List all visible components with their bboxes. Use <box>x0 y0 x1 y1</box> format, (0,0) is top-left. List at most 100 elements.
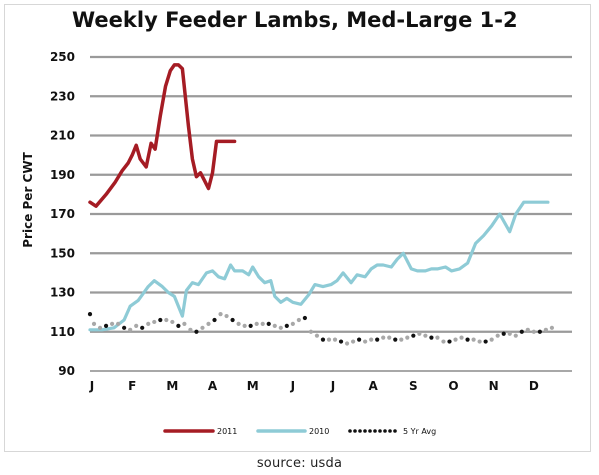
avg-point <box>188 327 193 332</box>
avg-point <box>308 329 314 334</box>
avg-point <box>519 329 524 334</box>
x-tick-label: D <box>529 379 539 393</box>
avg-point <box>344 341 350 346</box>
legend-swatch-dot <box>368 429 372 433</box>
x-tick-label: F <box>128 379 136 393</box>
chart-legend: 2011 2010 5 Yr Avg <box>163 427 436 436</box>
avg-point <box>272 323 277 328</box>
y-tick-label: 110 <box>50 325 75 339</box>
avg-point <box>260 321 265 326</box>
avg-point <box>507 331 512 336</box>
y-tick-label: 170 <box>50 207 75 221</box>
avg-point <box>248 323 253 328</box>
x-tick-label: N <box>489 379 499 393</box>
y-tick-label: 90 <box>58 364 75 378</box>
avg-point <box>543 327 548 332</box>
y-tick-label: 210 <box>50 129 75 143</box>
x-tick-label: J <box>89 379 94 393</box>
avg-point <box>531 329 536 334</box>
x-tick-label: S <box>409 379 418 393</box>
avg-point <box>429 335 434 340</box>
y-tick-label: 150 <box>50 246 75 260</box>
avg-point <box>194 329 199 334</box>
avg-point <box>447 339 452 344</box>
avg-point <box>320 337 326 342</box>
x-tick-label: J <box>290 379 295 393</box>
series-line-2010 <box>88 200 550 332</box>
avg-point <box>393 337 398 342</box>
x-tick-label: M <box>166 379 178 393</box>
avg-point <box>140 325 145 330</box>
avg-point <box>109 321 115 326</box>
y-tick-label: 230 <box>50 89 75 103</box>
legend-swatch-dot <box>363 429 367 433</box>
avg-point <box>116 321 121 326</box>
avg-point <box>332 337 338 342</box>
avg-point <box>266 321 271 326</box>
avg-point <box>254 321 259 326</box>
legend-swatch-dot <box>378 429 382 433</box>
avg-point <box>417 331 422 336</box>
avg-point <box>471 337 476 342</box>
avg-point <box>537 329 542 334</box>
avg-point <box>435 335 440 340</box>
avg-point <box>338 339 344 344</box>
x-tick-label: O <box>448 379 458 393</box>
avg-point <box>134 323 139 328</box>
avg-point <box>405 335 410 340</box>
source-caption: source: usda <box>256 456 343 471</box>
avg-point <box>453 337 458 342</box>
avg-point <box>158 317 163 323</box>
avg-point <box>375 337 380 342</box>
avg-point <box>230 317 235 323</box>
avg-point <box>200 325 205 330</box>
x-tick-label: A <box>208 379 218 393</box>
avg-point <box>122 325 127 330</box>
avg-point <box>411 333 416 338</box>
avg-point <box>242 323 247 328</box>
avg-point <box>525 327 530 332</box>
legend-swatch-dot <box>348 429 352 433</box>
legend-swatch-dot <box>383 429 387 433</box>
avg-point <box>495 333 500 338</box>
y-axis-label: Price Per CWT <box>21 151 35 247</box>
legend-swatch-dot <box>388 429 392 433</box>
avg-point <box>290 321 295 326</box>
chart-title: Weekly Feeder Lambs, Med-Large 1-2 <box>72 8 518 32</box>
avg-point <box>236 321 241 326</box>
avg-point <box>350 339 356 344</box>
avg-point <box>97 325 103 330</box>
legend-swatch-dot <box>358 429 362 433</box>
y-axis-ticks: 90 110 130 150 170 190 210 230 250 <box>50 50 75 378</box>
legend-label: 5 Yr Avg <box>403 427 436 436</box>
avg-point <box>284 323 289 328</box>
avg-point <box>314 333 320 338</box>
avg-point <box>459 335 464 340</box>
chart-grid <box>90 55 572 372</box>
y-tick-label: 250 <box>50 50 75 64</box>
avg-point <box>224 313 229 319</box>
avg-point <box>182 321 187 326</box>
avg-point <box>91 321 97 326</box>
legend-swatch-dot <box>393 429 397 433</box>
avg-point <box>501 331 506 336</box>
avg-point <box>483 339 488 344</box>
y-tick-label: 190 <box>50 168 75 182</box>
chart-series <box>87 63 555 346</box>
avg-point <box>164 317 169 323</box>
avg-point <box>170 319 175 325</box>
avg-point <box>357 337 362 342</box>
avg-point <box>87 311 93 317</box>
avg-point <box>399 337 404 342</box>
avg-point <box>218 311 223 317</box>
avg-point <box>326 337 332 342</box>
avg-point <box>489 337 494 342</box>
avg-point <box>465 337 470 342</box>
legend-swatch-dot <box>353 429 357 433</box>
avg-point <box>549 325 555 330</box>
avg-point <box>103 323 109 328</box>
avg-point <box>381 335 386 340</box>
chart-frame <box>4 4 591 452</box>
